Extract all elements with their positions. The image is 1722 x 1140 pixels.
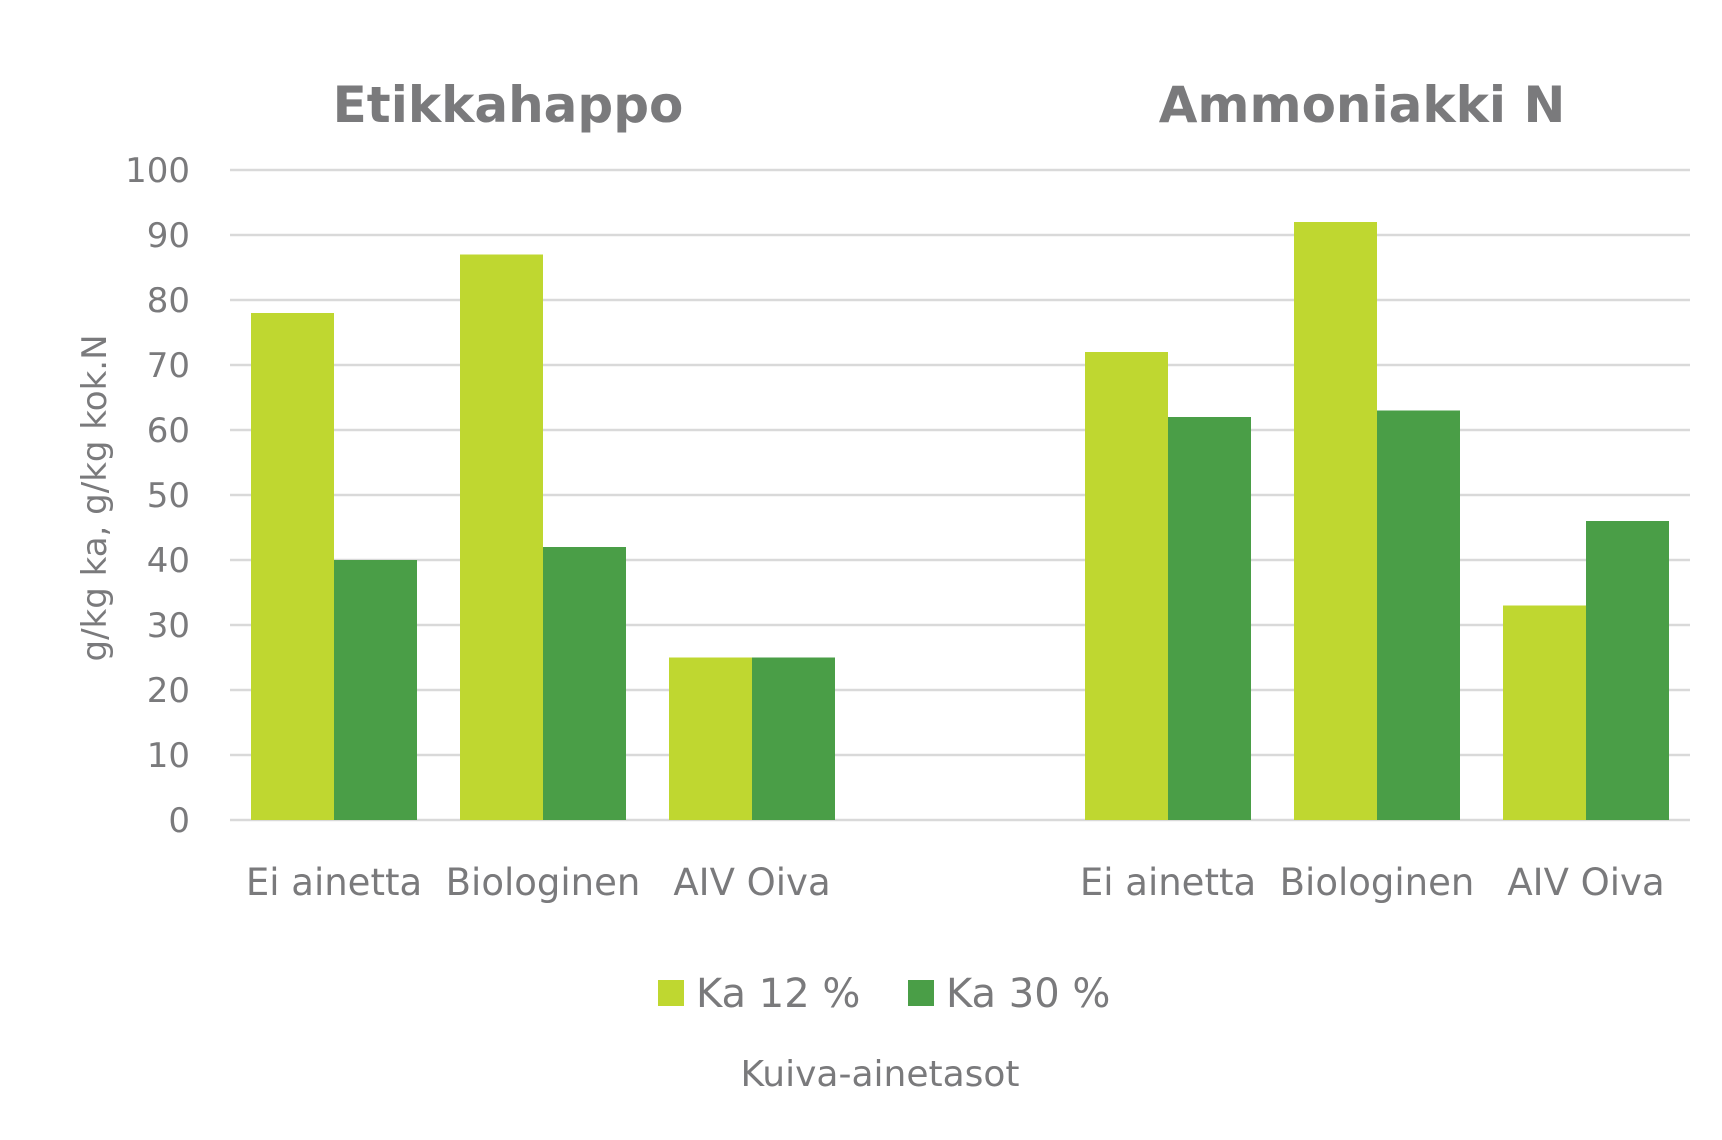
bar-ka-30- <box>543 547 626 820</box>
legend-swatch <box>908 980 934 1006</box>
x-axis-label: Kuiva-ainetasot <box>740 1054 1019 1095</box>
bar-ka-30- <box>1586 521 1669 820</box>
x-category-label: Ei ainetta <box>246 861 422 904</box>
bar-ka-12- <box>1503 605 1586 820</box>
group-title: Etikkahappo <box>333 76 684 134</box>
gridlines <box>230 168 1690 822</box>
bar-ka-30- <box>1168 417 1251 820</box>
group-titles: Etikkahappo Ammoniakki N <box>333 76 1566 134</box>
x-category-label: AIV Oiva <box>1507 861 1664 904</box>
legend-label: Ka 30 % <box>946 971 1110 1017</box>
x-category-label: Biologinen <box>446 861 641 904</box>
bar-ka-12- <box>669 657 752 820</box>
y-tick-label: 70 <box>147 346 190 386</box>
legend-label: Ka 12 % <box>696 971 860 1017</box>
category-labels: Ei ainetta Biologinen AIV Oiva Ei ainetta Bi… <box>246 861 1665 904</box>
y-tick-label: 30 <box>147 606 190 646</box>
bar-ka-30- <box>752 657 835 820</box>
y-tick-label: 60 <box>147 411 190 451</box>
y-axis-label: g/kg ka, g/kg kok.N <box>75 335 115 662</box>
x-category-label: AIV Oiva <box>673 861 830 904</box>
y-tick-label: 0 <box>168 801 190 841</box>
bar-ka-12- <box>251 313 334 820</box>
bar-ka-12- <box>1085 352 1168 820</box>
x-category-label: Ei ainetta <box>1080 861 1256 904</box>
y-tick-label: 10 <box>147 736 190 776</box>
legend: Ka 12 % Ka 30 % <box>658 971 1110 1017</box>
bars <box>251 222 1669 820</box>
y-axis-ticks: 0 10 20 30 40 50 60 70 80 90 100 <box>125 151 190 841</box>
y-tick-label: 40 <box>147 541 190 581</box>
x-category-label: Biologinen <box>1280 861 1475 904</box>
legend-swatch <box>658 980 684 1006</box>
bar-ka-30- <box>334 560 417 820</box>
bar-ka-30- <box>1377 410 1460 820</box>
y-tick-label: 100 <box>125 151 190 191</box>
bar-ka-12- <box>1294 222 1377 820</box>
y-tick-label: 50 <box>147 476 190 516</box>
group-title: Ammoniakki N <box>1159 76 1566 134</box>
y-tick-label: 20 <box>147 671 190 711</box>
bar-ka-12- <box>460 254 543 820</box>
y-tick-label: 80 <box>147 281 190 321</box>
y-tick-label: 90 <box>147 216 190 256</box>
